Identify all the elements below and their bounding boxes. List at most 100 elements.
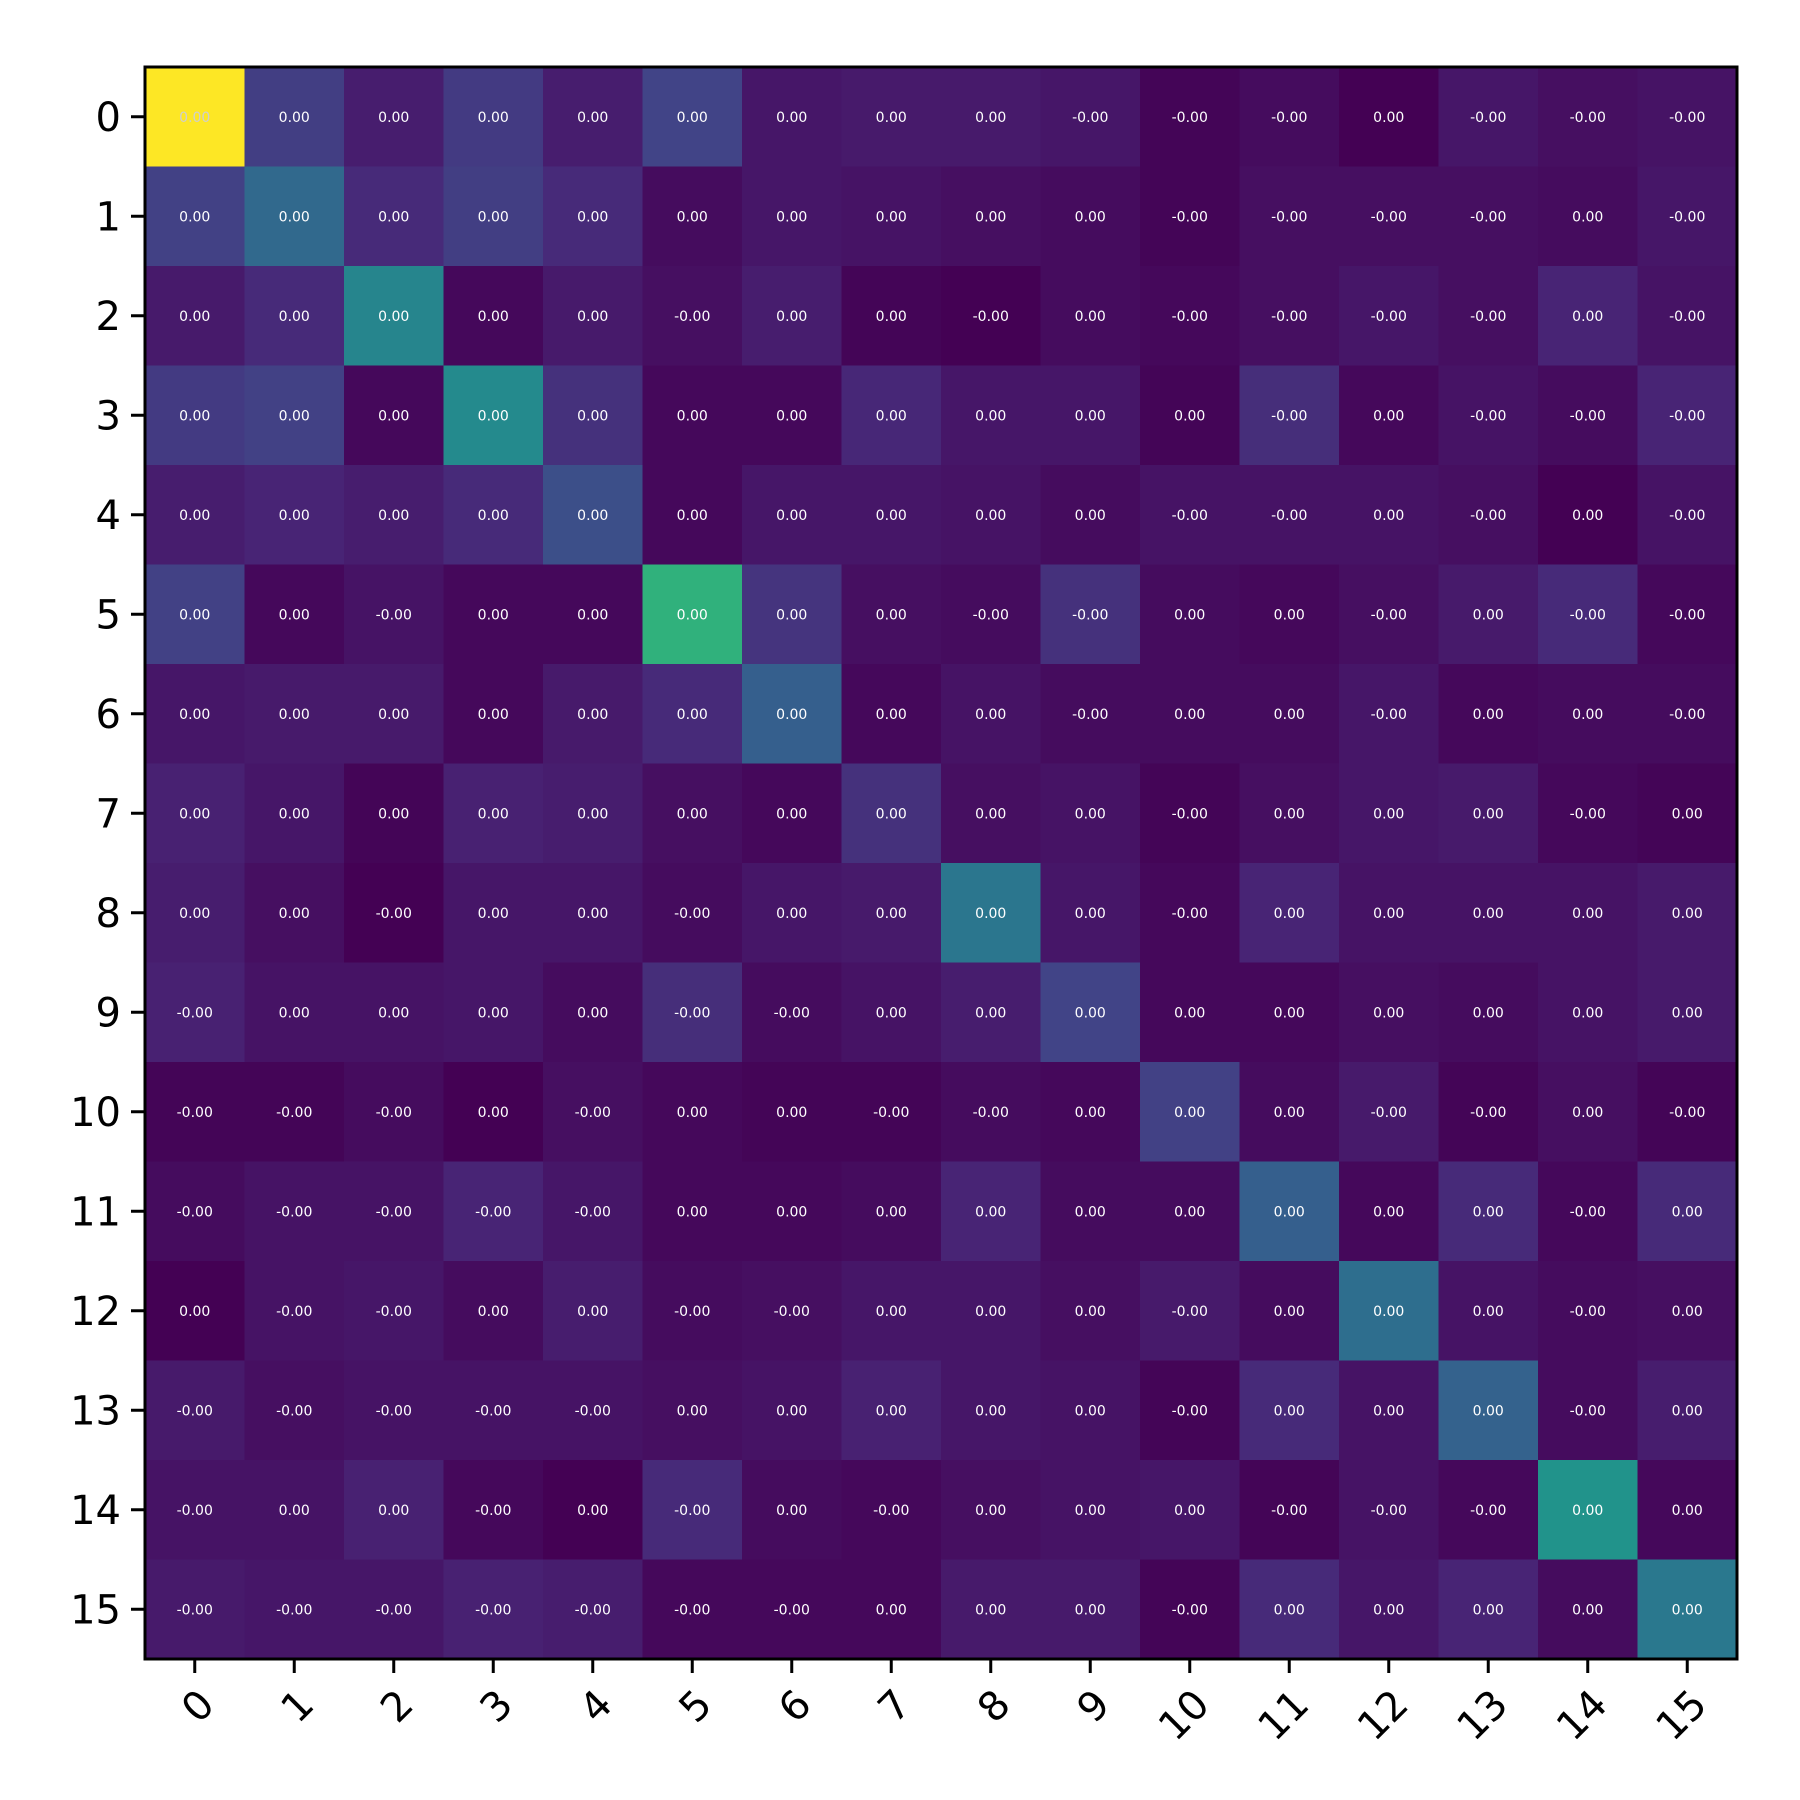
cell-label-r0-c5: 0.00 bbox=[677, 110, 708, 126]
cell-label-r1-c0: 0.00 bbox=[179, 209, 210, 225]
y-tick-label-10: 10 bbox=[70, 1090, 121, 1136]
heatmap-cell-r10-c10 bbox=[1140, 1062, 1240, 1162]
heatmap-cell-r6-c4 bbox=[543, 664, 643, 764]
heatmap-cell-r1-c1 bbox=[244, 166, 345, 267]
cell-label-r11-c12: 0.00 bbox=[1373, 1204, 1404, 1220]
cell-label-r1-c12: -0.00 bbox=[1371, 209, 1407, 225]
cell-label-r0-c3: 0.00 bbox=[478, 110, 509, 126]
heatmap-cell-r13-c5 bbox=[642, 1360, 743, 1461]
cell-label-r10-c15: -0.00 bbox=[1669, 1105, 1705, 1121]
x-tick-label-2: 2 bbox=[372, 1681, 423, 1732]
heatmap-cell-r0-c9 bbox=[1040, 67, 1141, 167]
cell-label-r5-c7: 0.00 bbox=[876, 607, 907, 623]
heatmap-cell-r4-c2 bbox=[344, 465, 444, 565]
cell-label-r6-c1: 0.00 bbox=[279, 707, 310, 723]
heatmap-cell-r4-c0 bbox=[145, 465, 245, 565]
cell-label-r6-c15: -0.00 bbox=[1669, 707, 1705, 723]
heatmap-cell-r3-c6 bbox=[742, 365, 842, 466]
heatmap-cell-r0-c6 bbox=[742, 67, 842, 167]
cell-label-r12-c9: 0.00 bbox=[1075, 1304, 1106, 1320]
cell-label-r4-c5: 0.00 bbox=[677, 508, 708, 524]
heatmap-cell-r15-c3 bbox=[443, 1559, 544, 1660]
heatmap-cell-r11-c14 bbox=[1538, 1161, 1638, 1262]
heatmap-cell-r15-c15 bbox=[1637, 1559, 1738, 1660]
heatmap-cell-r15-c12 bbox=[1339, 1559, 1439, 1660]
cell-label-r13-c13: 0.00 bbox=[1473, 1403, 1504, 1419]
heatmap-cell-r7-c5 bbox=[642, 763, 743, 864]
heatmap-cell-r3-c14 bbox=[1538, 365, 1638, 466]
cell-label-r15-c3: -0.00 bbox=[475, 1602, 511, 1618]
heatmap-cell-r15-c1 bbox=[244, 1559, 345, 1660]
y-tick-label-9: 9 bbox=[96, 990, 121, 1036]
heatmap-cell-r5-c5 bbox=[642, 564, 743, 665]
cell-label-r13-c4: -0.00 bbox=[575, 1403, 611, 1419]
heatmap-cell-r3-c8 bbox=[941, 365, 1041, 466]
heatmap-cell-r12-c1 bbox=[244, 1261, 345, 1361]
cell-label-r13-c6: 0.00 bbox=[776, 1403, 807, 1419]
x-tick-label-0: 0 bbox=[173, 1681, 224, 1732]
heatmap-cell-r11-c13 bbox=[1438, 1161, 1539, 1262]
heatmap-cell-r11-c4 bbox=[543, 1161, 643, 1262]
heatmap-cell-r5-c0 bbox=[145, 564, 245, 665]
cell-label-r2-c6: 0.00 bbox=[776, 309, 807, 325]
heatmap-cell-r10-c5 bbox=[642, 1062, 743, 1162]
heatmap-cell-r14-c8 bbox=[941, 1460, 1041, 1560]
heatmap-cell-r0-c2 bbox=[344, 67, 444, 167]
cell-label-r1-c8: 0.00 bbox=[975, 209, 1006, 225]
x-tick-label-4: 4 bbox=[571, 1681, 622, 1732]
cell-label-r14-c8: 0.00 bbox=[975, 1503, 1006, 1519]
cell-label-r15-c15: 0.00 bbox=[1672, 1602, 1703, 1618]
cell-label-r15-c0: -0.00 bbox=[177, 1602, 213, 1618]
heatmap-cell-r13-c14 bbox=[1538, 1360, 1638, 1461]
heatmap-cell-r15-c2 bbox=[344, 1559, 444, 1660]
cell-label-r9-c1: 0.00 bbox=[279, 1005, 310, 1021]
heatmap-cell-r14-c12 bbox=[1339, 1460, 1439, 1560]
heatmap-cell-r4-c5 bbox=[642, 465, 743, 565]
cell-label-r10-c11: 0.00 bbox=[1274, 1105, 1305, 1121]
cell-label-r0-c6: 0.00 bbox=[776, 110, 807, 126]
cell-label-r6-c2: 0.00 bbox=[378, 707, 409, 723]
cell-label-r8-c7: 0.00 bbox=[876, 906, 907, 922]
y-tick-label-13: 13 bbox=[70, 1388, 121, 1434]
cell-label-r7-c14: -0.00 bbox=[1570, 806, 1606, 822]
cell-label-r13-c8: 0.00 bbox=[975, 1403, 1006, 1419]
cell-label-r9-c2: 0.00 bbox=[378, 1005, 409, 1021]
heatmap-cell-r0-c3 bbox=[443, 67, 544, 167]
cell-label-r8-c5: -0.00 bbox=[674, 906, 710, 922]
x-tick-label-11: 11 bbox=[1250, 1681, 1319, 1750]
cell-label-r13-c5: 0.00 bbox=[677, 1403, 708, 1419]
heatmap-cell-r8-c6 bbox=[742, 863, 842, 963]
cell-label-r10-c12: -0.00 bbox=[1371, 1105, 1407, 1121]
x-tick-label-3: 3 bbox=[472, 1681, 523, 1732]
cell-label-r9-c6: -0.00 bbox=[774, 1005, 810, 1021]
heatmap-cell-r8-c10 bbox=[1140, 863, 1240, 963]
cell-label-r8-c14: 0.00 bbox=[1572, 906, 1603, 922]
cell-label-r12-c3: 0.00 bbox=[478, 1304, 509, 1320]
heatmap-cell-r6-c2 bbox=[344, 664, 444, 764]
heatmap-cell-r4-c10 bbox=[1140, 465, 1240, 565]
heatmap-cell-r3-c15 bbox=[1637, 365, 1738, 466]
heatmap-cell-r8-c4 bbox=[543, 863, 643, 963]
heatmap-cell-r11-c9 bbox=[1040, 1161, 1141, 1262]
heatmap-cell-labels: 0.00 0.00 0.00 0.00 0.00 0.00 0.00 0.00 0.00 -0.0… bbox=[177, 110, 1706, 1619]
cell-label-r13-c11: 0.00 bbox=[1274, 1403, 1305, 1419]
cell-label-r1-c13: -0.00 bbox=[1470, 209, 1506, 225]
heatmap-cell-r7-c14 bbox=[1538, 763, 1638, 864]
x-tick-label-10: 10 bbox=[1150, 1681, 1219, 1750]
cell-label-r3-c5: 0.00 bbox=[677, 408, 708, 424]
cell-label-r9-c4: 0.00 bbox=[577, 1005, 608, 1021]
heatmap-cell-r5-c10 bbox=[1140, 564, 1240, 665]
heatmap-cell-r5-c2 bbox=[344, 564, 444, 665]
cell-label-r1-c3: 0.00 bbox=[478, 209, 509, 225]
heatmap-cell-r8-c3 bbox=[443, 863, 544, 963]
cell-label-r10-c14: 0.00 bbox=[1572, 1105, 1603, 1121]
x-tick-label-5: 5 bbox=[671, 1681, 722, 1732]
cell-label-r0-c13: -0.00 bbox=[1470, 110, 1506, 126]
cell-label-r0-c10: -0.00 bbox=[1172, 110, 1208, 126]
heatmap-cell-r3-c10 bbox=[1140, 365, 1240, 466]
heatmap-cell-r5-c12 bbox=[1339, 564, 1439, 665]
cell-label-r10-c10: 0.00 bbox=[1174, 1105, 1205, 1121]
heatmap-cell-r15-c10 bbox=[1140, 1559, 1240, 1660]
heatmap-cell-r4-c11 bbox=[1239, 465, 1340, 565]
cell-label-r13-c14: -0.00 bbox=[1570, 1403, 1606, 1419]
